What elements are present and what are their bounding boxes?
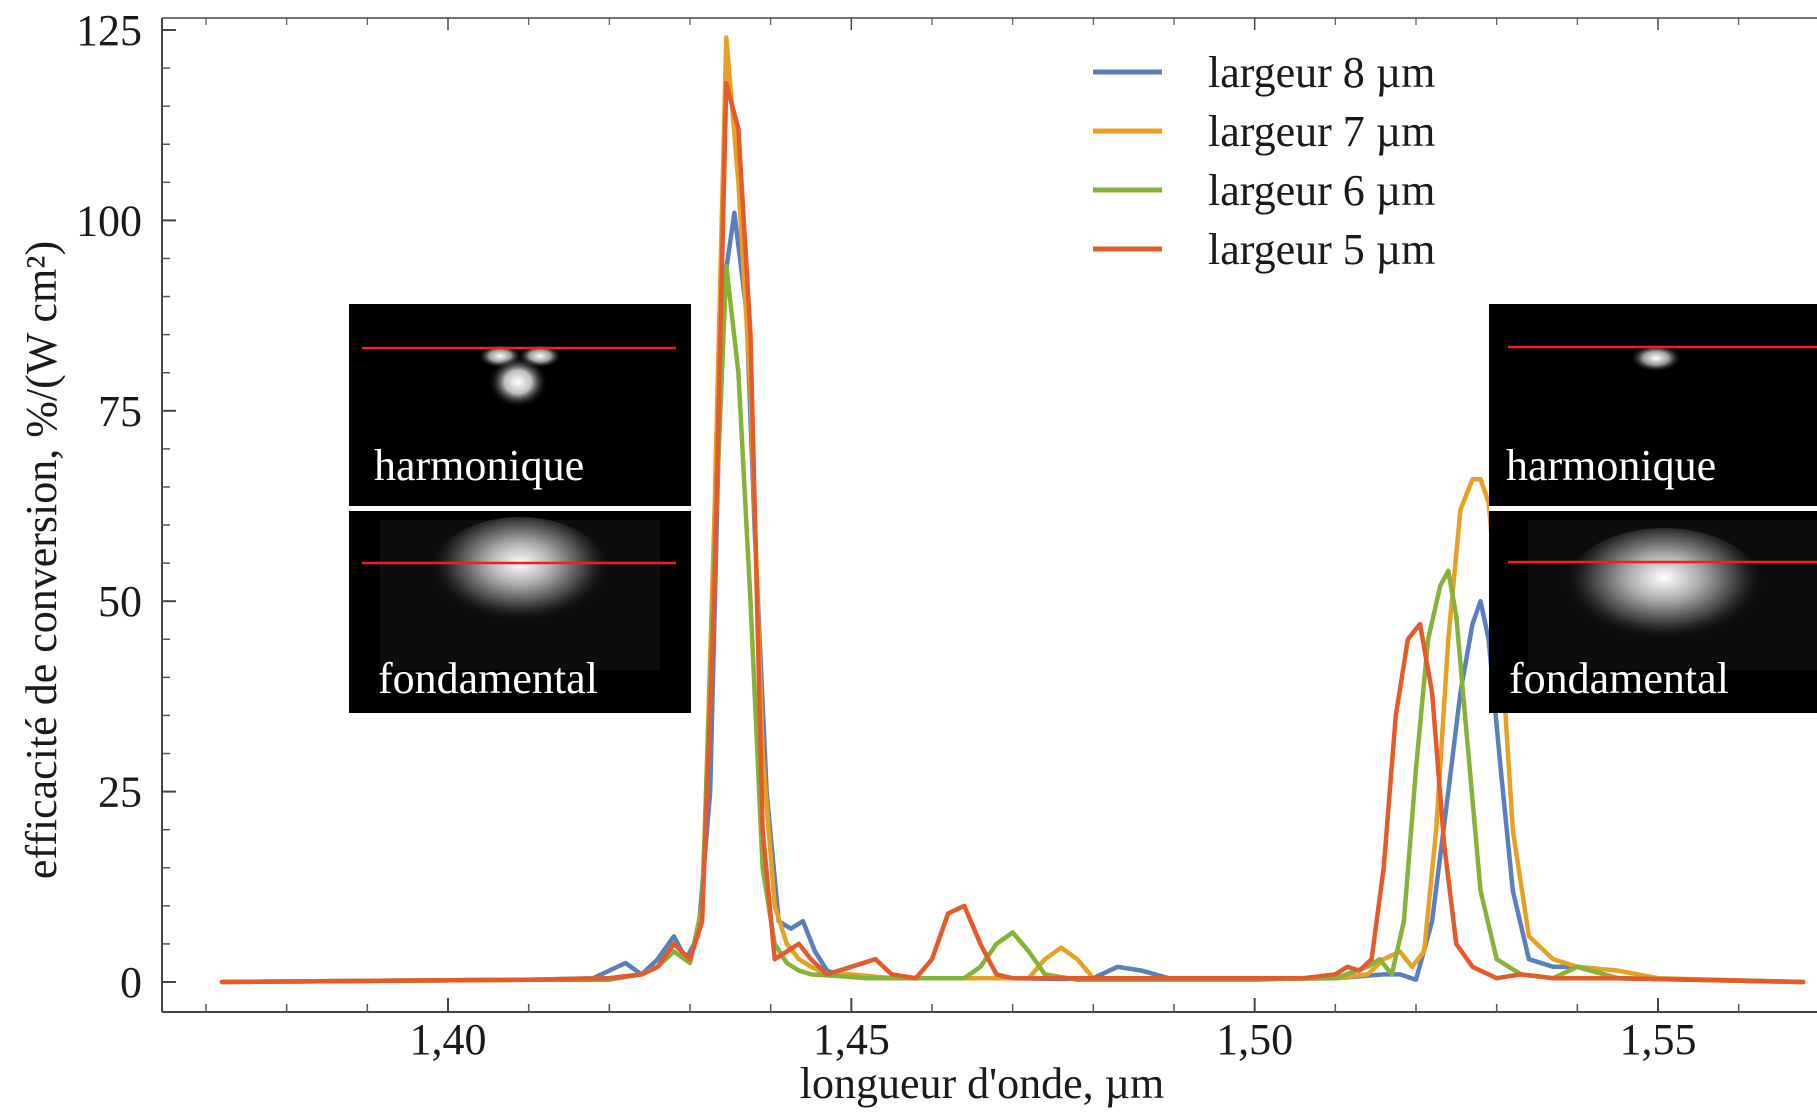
series-line-4 bbox=[219, 81, 1806, 985]
ticks bbox=[162, 18, 1740, 1012]
inset-left-top-mode-center bbox=[488, 356, 548, 408]
inset-left-bottom-label: fondamental bbox=[378, 654, 598, 703]
inset-divider bbox=[349, 506, 691, 511]
y-tick-label: 125 bbox=[76, 6, 142, 55]
y-axis-title: efficacité de conversion, %/(W cm²) bbox=[17, 241, 66, 879]
x-tick-label: 1,45 bbox=[813, 1015, 890, 1064]
tick-labels: 1,40 1,45 1,50 1,55 0 25 50 75 100 125 bbox=[76, 6, 1697, 1064]
inset-right: harmonique fondamental bbox=[1489, 304, 1817, 713]
inset-left-top-label: harmonique bbox=[374, 441, 584, 490]
y-tick-label: 0 bbox=[120, 958, 142, 1007]
y-tick-label: 25 bbox=[98, 768, 142, 817]
x-tick-label: 1,40 bbox=[410, 1015, 487, 1064]
legend: largeur 8 µm largeur 7 µm largeur 6 µm larg… bbox=[1093, 48, 1435, 274]
legend-label: largeur 7 µm bbox=[1208, 107, 1435, 156]
inset-right-top-mode bbox=[1630, 344, 1682, 372]
legend-label: largeur 5 µm bbox=[1208, 225, 1435, 274]
inset-left-bottom-mode bbox=[430, 517, 610, 633]
inset-right-top-panel bbox=[1489, 304, 1817, 506]
inset-right-bottom-label: fondamental bbox=[1509, 654, 1729, 703]
axes bbox=[161, 17, 1817, 1013]
y-tick-label: 75 bbox=[98, 387, 142, 436]
x-tick-label: 1,50 bbox=[1216, 1015, 1293, 1064]
inset-divider bbox=[1489, 506, 1817, 511]
legend-label: largeur 8 µm bbox=[1208, 48, 1435, 97]
inset-left: harmonique fondamental bbox=[349, 304, 691, 713]
x-axis-title: longueur d'onde, µm bbox=[800, 1059, 1164, 1108]
y-tick-label: 100 bbox=[76, 196, 142, 245]
y-tick-label: 50 bbox=[98, 577, 142, 626]
inset-right-top-label: harmonique bbox=[1506, 441, 1716, 490]
x-tick-label: 1,55 bbox=[1620, 1015, 1697, 1064]
legend-label: largeur 6 µm bbox=[1208, 166, 1435, 215]
series-layer bbox=[219, 35, 1806, 985]
inset-right-bottom-mode bbox=[1564, 528, 1764, 652]
